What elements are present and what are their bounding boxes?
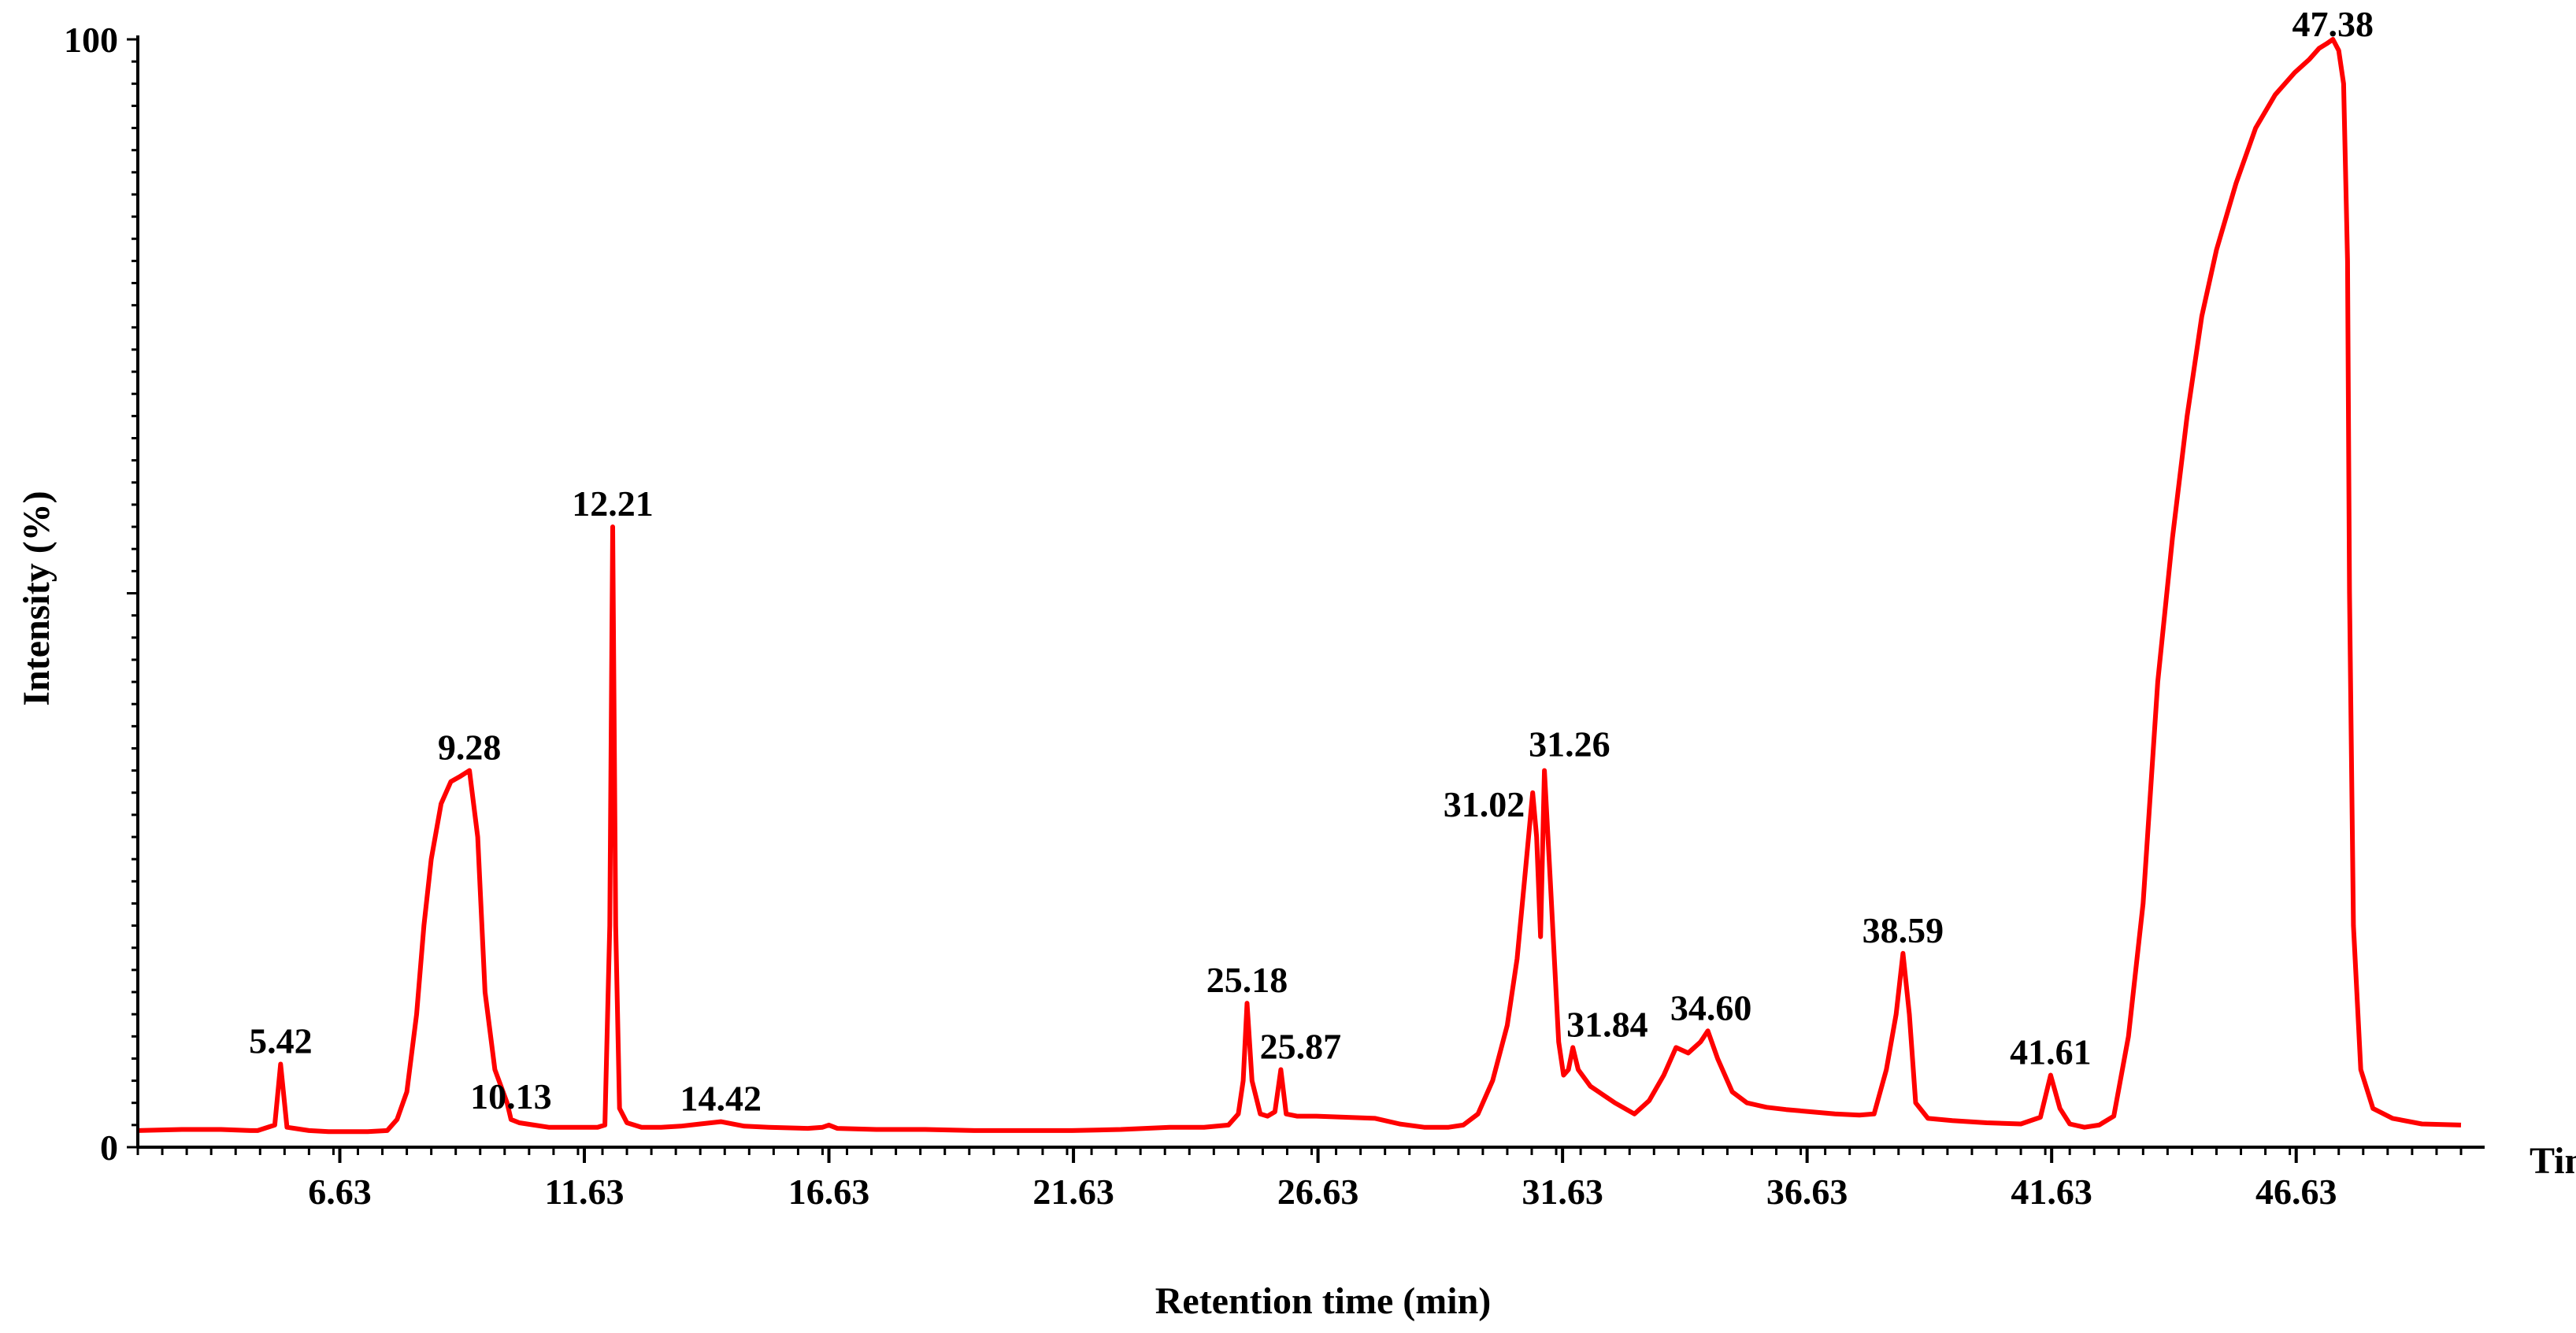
peak-label: 31.02 [1444, 784, 1525, 824]
x-tick-label: 31.63 [1522, 1172, 1603, 1212]
x-tick-label: 46.63 [2255, 1172, 2337, 1212]
y-axis-title: Intensity (%) [16, 491, 57, 705]
x-tick-label: 41.63 [2011, 1172, 2092, 1212]
peak-label: 38.59 [1863, 910, 1944, 950]
x-tick-label: 16.63 [788, 1172, 870, 1212]
y-tick-label: 100 [64, 20, 118, 60]
x-tick-label: 11.63 [545, 1172, 625, 1212]
x-axis-title: Retention time (min) [1155, 1280, 1492, 1322]
y-tick-labels: 0 100 [64, 20, 118, 1168]
y-tick-label: 0 [100, 1127, 118, 1168]
x-tick-label: 36.63 [1766, 1172, 1848, 1212]
peak-label: 12.21 [572, 483, 654, 524]
y-ticks [127, 38, 138, 1149]
peak-label: 47.38 [2292, 4, 2374, 44]
peak-label: 41.61 [2010, 1032, 2092, 1072]
chromatogram-trace [137, 37, 2462, 1135]
peak-label: 31.84 [1566, 1004, 1648, 1044]
x-major-ticks [338, 1147, 2298, 1163]
peak-label: 25.87 [1260, 1027, 1342, 1067]
x-tick-labels: 6.63 11.63 16.63 21.63 26.63 31.63 36.63 41.63 4… [308, 1172, 2337, 1212]
x-tick-label: 26.63 [1277, 1172, 1359, 1212]
peak-label: 10.13 [470, 1076, 552, 1116]
x-tick-label: 21.63 [1032, 1172, 1114, 1212]
x-axis-unit-label: Time [2530, 1140, 2576, 1182]
peak-label: 5.42 [249, 1020, 313, 1061]
peak-label: 34.60 [1670, 987, 1752, 1028]
peak-label: 31.26 [1529, 724, 1610, 765]
x-tick-label: 6.63 [308, 1172, 372, 1212]
peak-label: 14.42 [680, 1079, 762, 1119]
peak-label: 25.18 [1206, 960, 1288, 1000]
peak-label: 9.28 [438, 728, 502, 768]
peak-labels: 5.429.2810.1312.2114.4225.1825.8731.0231… [249, 4, 2374, 1119]
